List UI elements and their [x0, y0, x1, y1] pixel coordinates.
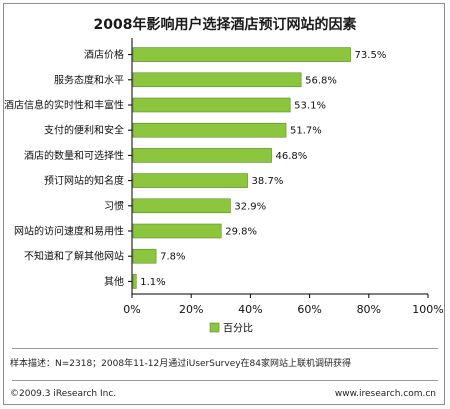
chart-frame: 2008年影响用户选择酒店预订网站的因素 0% 20% 40% 60% 80% 100% 酒… [3, 3, 445, 405]
bar [132, 173, 248, 188]
bar [132, 223, 222, 239]
legend-swatch [209, 322, 220, 333]
bar-chart: 0% 20% 40% 60% 80% 100% 酒店价格 73.5% 服务态度和水平 56.8% 酒… [4, 38, 444, 335]
value-label: 53.1% [294, 101, 326, 112]
category-label: 其他 [104, 275, 124, 288]
value-label: 32.9% [234, 201, 266, 212]
x-tick-label: 40% [238, 303, 262, 316]
note-divider [12, 348, 438, 349]
category-label: 习惯 [104, 199, 124, 212]
x-tick-label: 100% [412, 303, 443, 316]
category-label: 网站的访问速度和易用性 [14, 225, 124, 238]
bar [132, 274, 137, 289]
category-label: 服务态度和水平 [54, 73, 124, 86]
copyright: ©2009.3 iResearch Inc. [10, 389, 117, 399]
value-label: 51.7% [290, 126, 322, 137]
category-label: 预订网站的知名度 [44, 174, 124, 187]
bar [132, 198, 231, 214]
value-label: 73.5% [355, 50, 387, 61]
website-url: www.iresearch.com.cn [334, 389, 436, 399]
category-label: 酒店信息的实时性和丰富性 [4, 99, 124, 112]
legend-label: 百分比 [223, 323, 253, 335]
category-label: 不知道和了解其他网站 [24, 250, 124, 263]
bar [132, 47, 351, 62]
x-tick-label: 0% [123, 303, 140, 316]
category-label: 酒店价格 [84, 48, 124, 61]
value-label: 56.8% [305, 75, 337, 86]
value-label: 7.8% [160, 252, 185, 263]
value-label: 46.8% [276, 151, 308, 162]
value-label: 38.7% [252, 176, 284, 187]
x-tick-label: 60% [297, 303, 321, 316]
bar [132, 148, 272, 163]
sample-note: 样本描述：N=2318；2008年11-12月通过iUserSurvey在84家… [10, 359, 352, 369]
footer-divider [12, 380, 438, 381]
bar [132, 72, 302, 88]
x-tick-label: 80% [357, 303, 381, 316]
bar [132, 248, 157, 264]
value-label: 1.1% [140, 277, 165, 288]
value-label: 29.8% [225, 227, 257, 238]
bar [132, 122, 287, 138]
chart-title: 2008年影响用户选择酒店预订网站的因素 [93, 17, 357, 33]
x-tick-label: 20% [179, 303, 203, 316]
category-label: 支付的便利和安全 [44, 124, 124, 137]
category-label: 酒店的数量和可选择性 [24, 149, 124, 162]
bar [132, 97, 291, 113]
